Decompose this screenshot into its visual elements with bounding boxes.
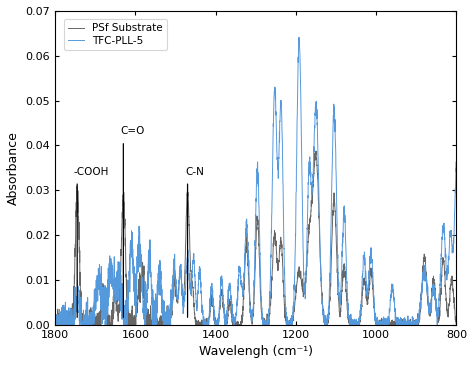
Text: C=O: C=O — [120, 126, 145, 137]
PSf Substrate — [402, 319, 408, 324]
Legend: PSf Substrate, TFC-PLL-5: PSf Substrate, TFC-PLL-5 — [64, 19, 167, 50]
TFC-PLL-5 — [446, 258, 452, 262]
X-axis label: Wavelengh (cm⁻¹): Wavelengh (cm⁻¹) — [199, 345, 313, 358]
PSf Substrate — [206, 315, 212, 319]
TFC-PLL-5 — [296, 35, 302, 40]
PSf Substrate — [98, 322, 104, 327]
PSf Substrate — [52, 322, 58, 327]
Line: PSf Substrate: PSf Substrate — [55, 151, 456, 324]
TFC-PLL-5 — [454, 158, 459, 162]
PSf Substrate — [122, 221, 128, 226]
PSf Substrate — [454, 319, 459, 324]
Y-axis label: Absorbance: Absorbance — [7, 131, 20, 205]
TFC-PLL-5 — [52, 322, 58, 326]
PSf Substrate — [313, 149, 319, 153]
TFC-PLL-5 — [224, 309, 229, 313]
PSf Substrate — [446, 302, 452, 306]
Text: C-N: C-N — [185, 167, 204, 177]
TFC-PLL-5 — [206, 316, 212, 321]
Line: TFC-PLL-5: TFC-PLL-5 — [55, 38, 456, 324]
TFC-PLL-5 — [98, 292, 104, 296]
TFC-PLL-5 — [53, 322, 58, 327]
TFC-PLL-5 — [403, 317, 409, 322]
TFC-PLL-5 — [122, 322, 128, 327]
Text: -COOH: -COOH — [73, 167, 109, 177]
PSf Substrate — [224, 316, 229, 320]
